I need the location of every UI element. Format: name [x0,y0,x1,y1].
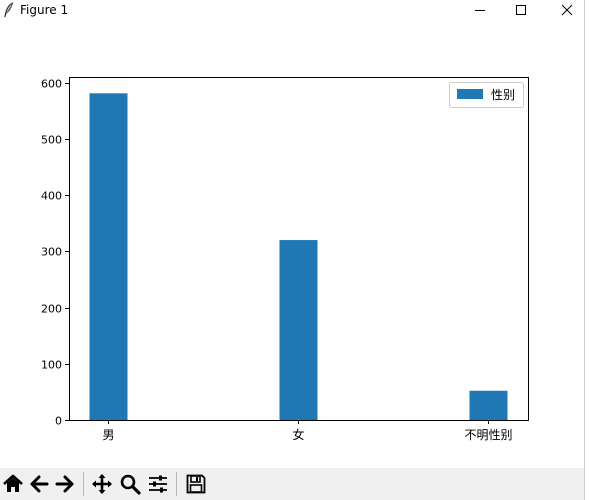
home-icon [3,474,23,492]
y-tick-label: 400 [41,190,62,203]
pan-button[interactable] [89,471,115,497]
y-tick-label: 600 [41,78,62,91]
toolbar-separator [83,472,84,496]
figure-canvas[interactable]: 0 100 200 300 400 500 600 男 女 不明性别 性别 [0,20,584,468]
configure-subplots-icon [149,475,167,493]
zoom-button[interactable] [117,471,143,497]
x-tick-label: 不明性别 [464,428,512,442]
legend-swatch [457,89,483,99]
y-tick-label: 100 [41,359,62,372]
maximize-button[interactable] [499,0,543,20]
legend-label: 性别 [491,88,515,102]
bar [469,390,508,420]
bar [279,240,318,420]
minimize-button[interactable] [458,0,502,20]
x-tick-label: 女 [292,427,304,442]
legend-box [449,82,524,108]
back-arrow-icon [30,475,49,493]
pan-icon [92,474,112,494]
toolbar-separator [176,472,177,496]
minimize-icon [475,10,485,11]
feather-icon [4,2,14,18]
x-tick-label: 男 [102,428,114,442]
close-button[interactable] [545,0,589,20]
configure-subplots-button[interactable] [145,471,171,497]
y-tick-label: 500 [41,134,62,147]
save-icon [186,474,206,494]
bar [89,93,128,421]
y-tick-label: 300 [41,246,62,259]
forward-arrow-icon [55,475,74,493]
y-tick-label: 0 [55,415,62,428]
close-icon [561,4,573,16]
home-button[interactable] [0,471,26,497]
back-button[interactable] [26,471,52,497]
y-tick-label: 200 [41,303,62,316]
zoom-icon [120,474,141,495]
maximize-icon [516,5,526,15]
window-border [584,0,585,500]
save-button[interactable] [183,471,209,497]
bar-chart: 0 100 200 300 400 500 600 男 女 不明性别 性别 [41,77,529,442]
window-title: Figure 1 [20,3,69,17]
navigation-toolbar [0,468,584,500]
forward-button[interactable] [52,471,78,497]
title-bar: Figure 1 [0,0,589,20]
